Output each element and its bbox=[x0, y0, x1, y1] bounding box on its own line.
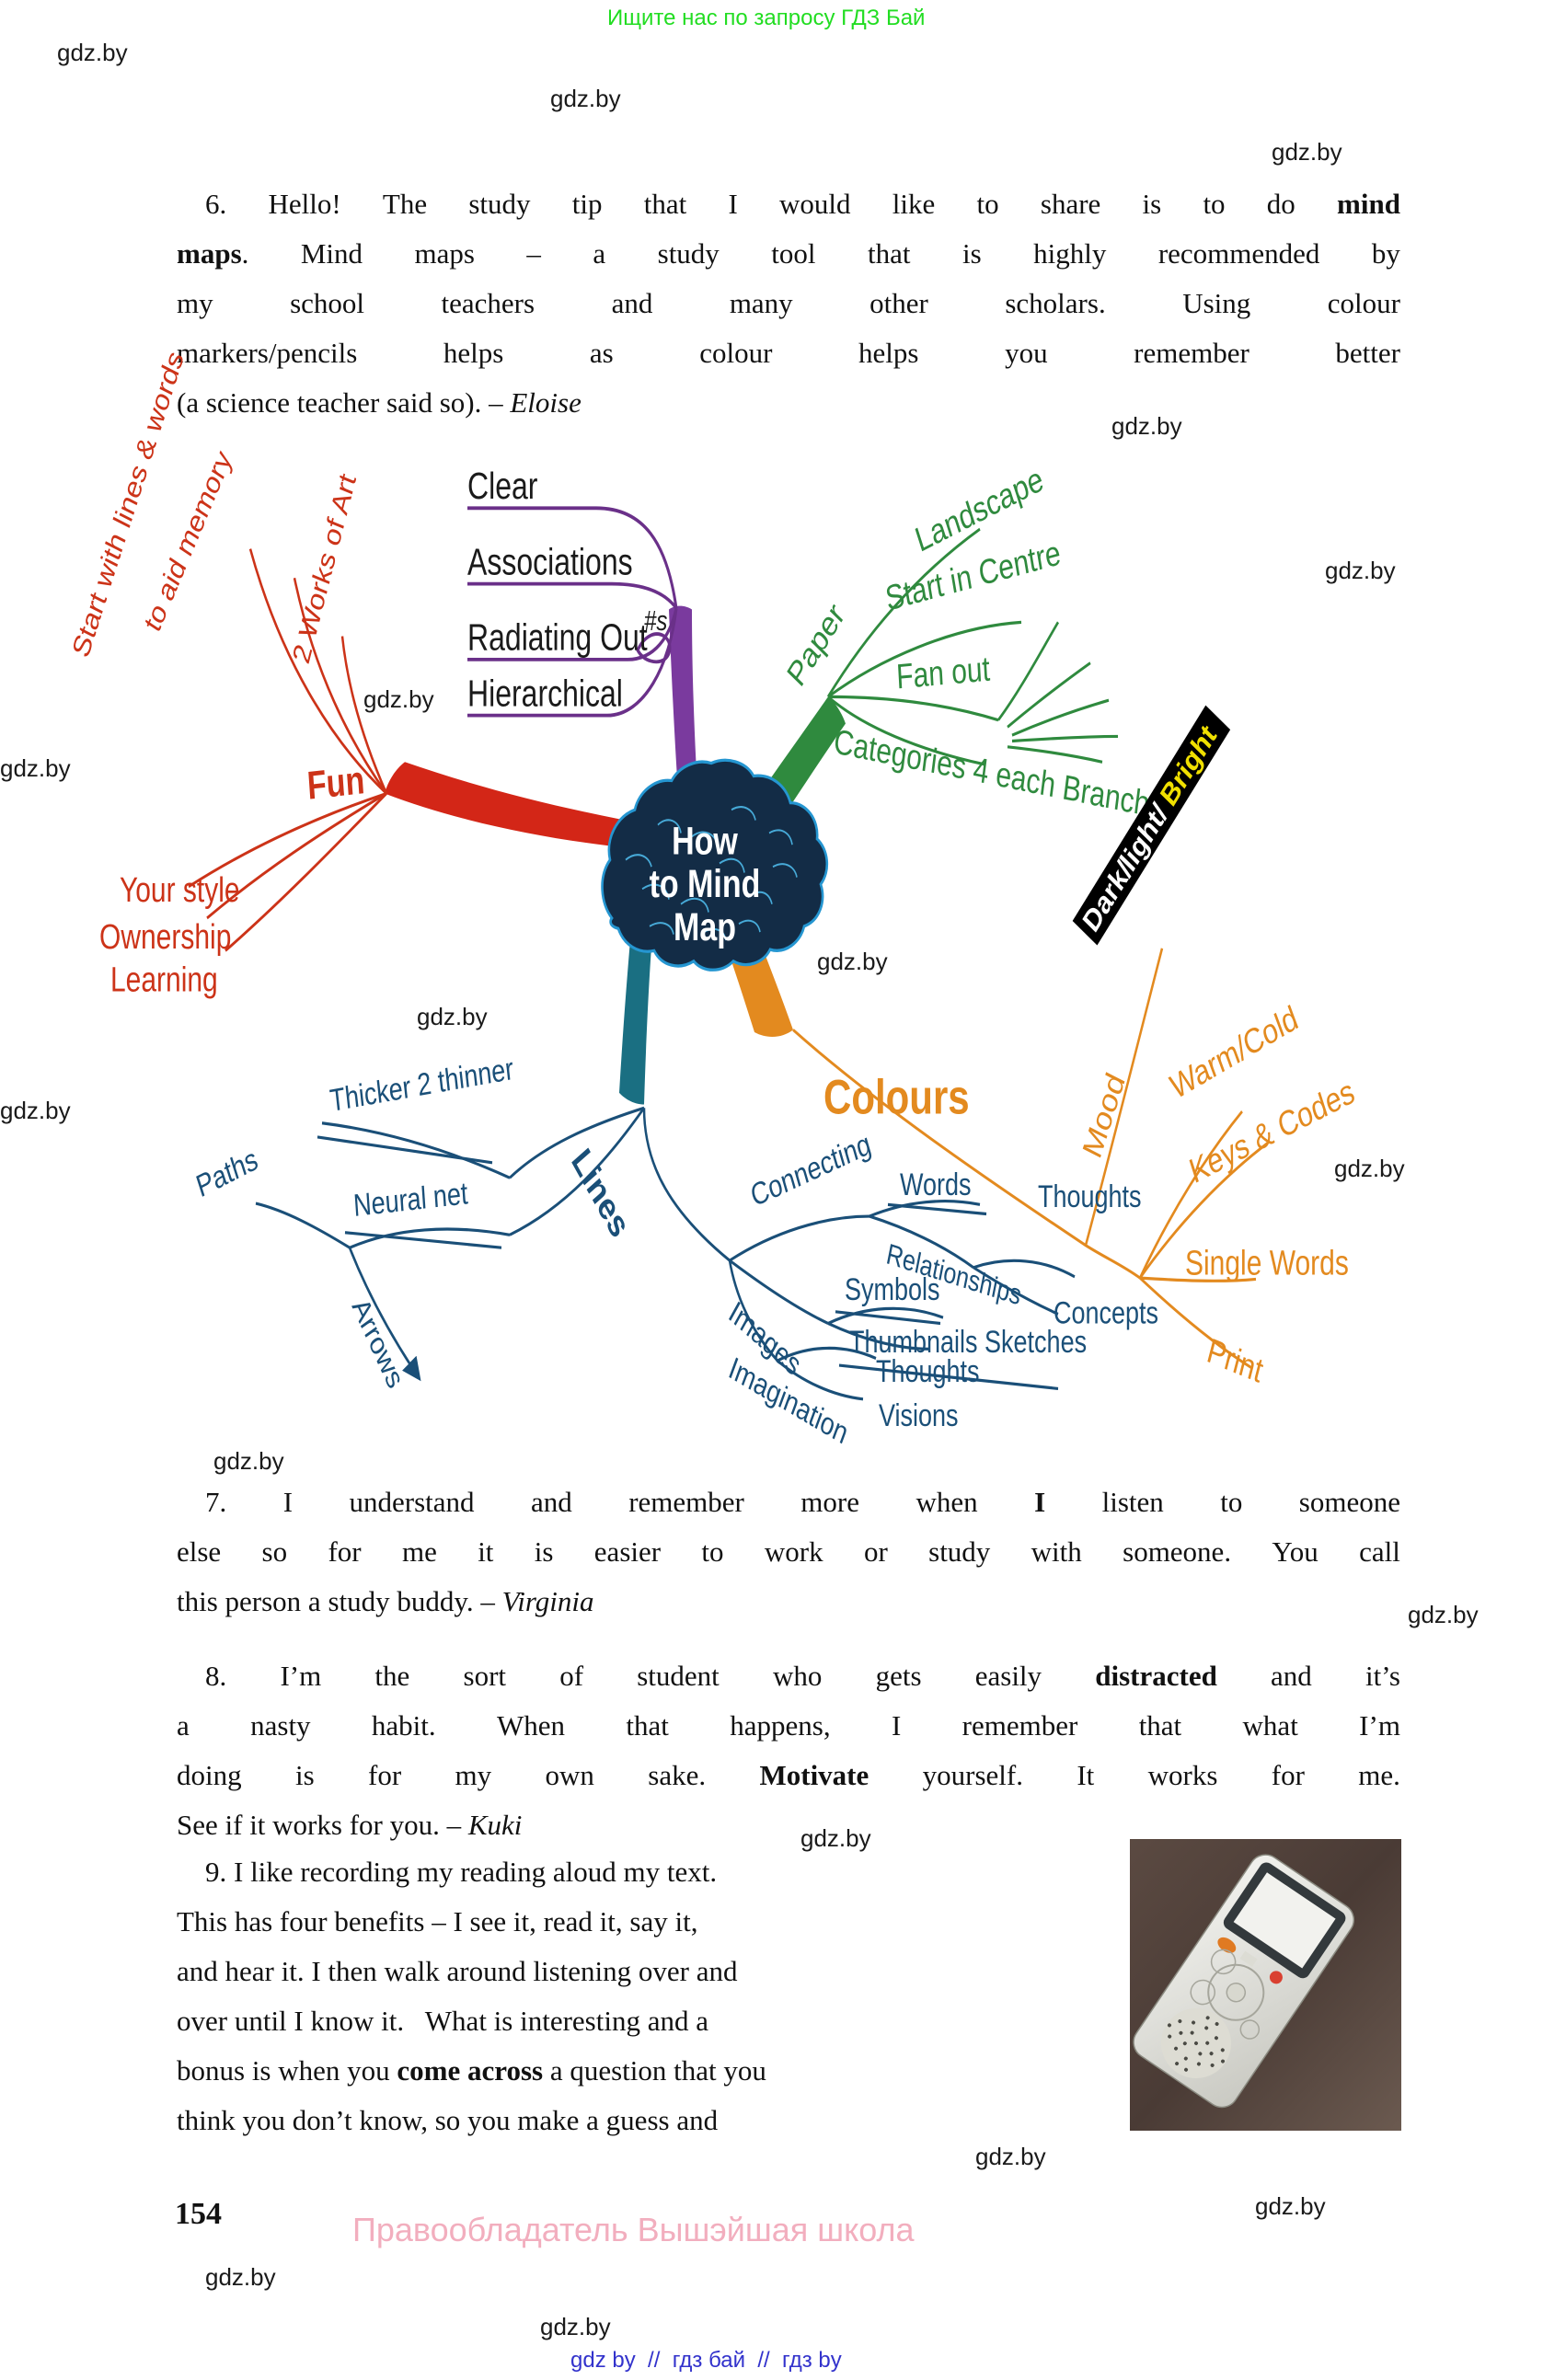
svg-text:Neural net: Neural net bbox=[352, 1175, 469, 1223]
svg-text:Visions: Visions bbox=[879, 1397, 959, 1433]
svg-text:Single Words: Single Words bbox=[1185, 1244, 1349, 1282]
svg-text:Mood: Mood bbox=[1077, 1068, 1132, 1164]
svg-text:to aid memory: to aid memory bbox=[138, 444, 237, 638]
svg-text:Paths: Paths bbox=[192, 1141, 262, 1204]
svg-text:Symbols: Symbols bbox=[845, 1271, 940, 1307]
svg-text:Connecting: Connecting bbox=[747, 1126, 875, 1214]
svg-text:#s: #s bbox=[644, 604, 668, 636]
svg-text:Lines: Lines bbox=[565, 1141, 636, 1245]
svg-text:to Mind: to Mind bbox=[650, 862, 761, 906]
svg-text:Radiating Out: Radiating Out bbox=[467, 616, 648, 659]
svg-text:2 Works of Art: 2 Works of Art bbox=[287, 469, 363, 668]
svg-text:Hierarchical: Hierarchical bbox=[467, 673, 623, 715]
svg-text:How: How bbox=[672, 820, 738, 864]
svg-text:Bright: Bright bbox=[1155, 718, 1222, 812]
svg-text:Arrows: Arrows bbox=[347, 1292, 410, 1395]
svg-text:Map: Map bbox=[674, 905, 736, 949]
svg-text:Words: Words bbox=[900, 1167, 972, 1202]
svg-text:Clear: Clear bbox=[467, 466, 537, 508]
svg-text:Ownership: Ownership bbox=[99, 918, 231, 957]
svg-text:Thoughts: Thoughts bbox=[1038, 1179, 1142, 1214]
svg-text:Colours: Colours bbox=[823, 1071, 970, 1125]
svg-text:Print: Print bbox=[1203, 1331, 1267, 1390]
svg-text:Fun: Fun bbox=[305, 758, 365, 808]
svg-text:Warm/Cold: Warm/Cold bbox=[1166, 999, 1303, 1108]
svg-text:Learning: Learning bbox=[110, 960, 218, 999]
svg-text:Associations: Associations bbox=[467, 541, 633, 583]
svg-text:Thicker 2 thinner: Thicker 2 thinner bbox=[328, 1051, 515, 1119]
svg-text:Fan out: Fan out bbox=[895, 650, 991, 696]
svg-text:Start in Centre: Start in Centre bbox=[883, 534, 1064, 618]
svg-text:Thoughts: Thoughts bbox=[876, 1353, 980, 1389]
svg-text:Keys & Codes: Keys & Codes bbox=[1185, 1073, 1359, 1191]
svg-text:Your style: Your style bbox=[120, 871, 240, 910]
